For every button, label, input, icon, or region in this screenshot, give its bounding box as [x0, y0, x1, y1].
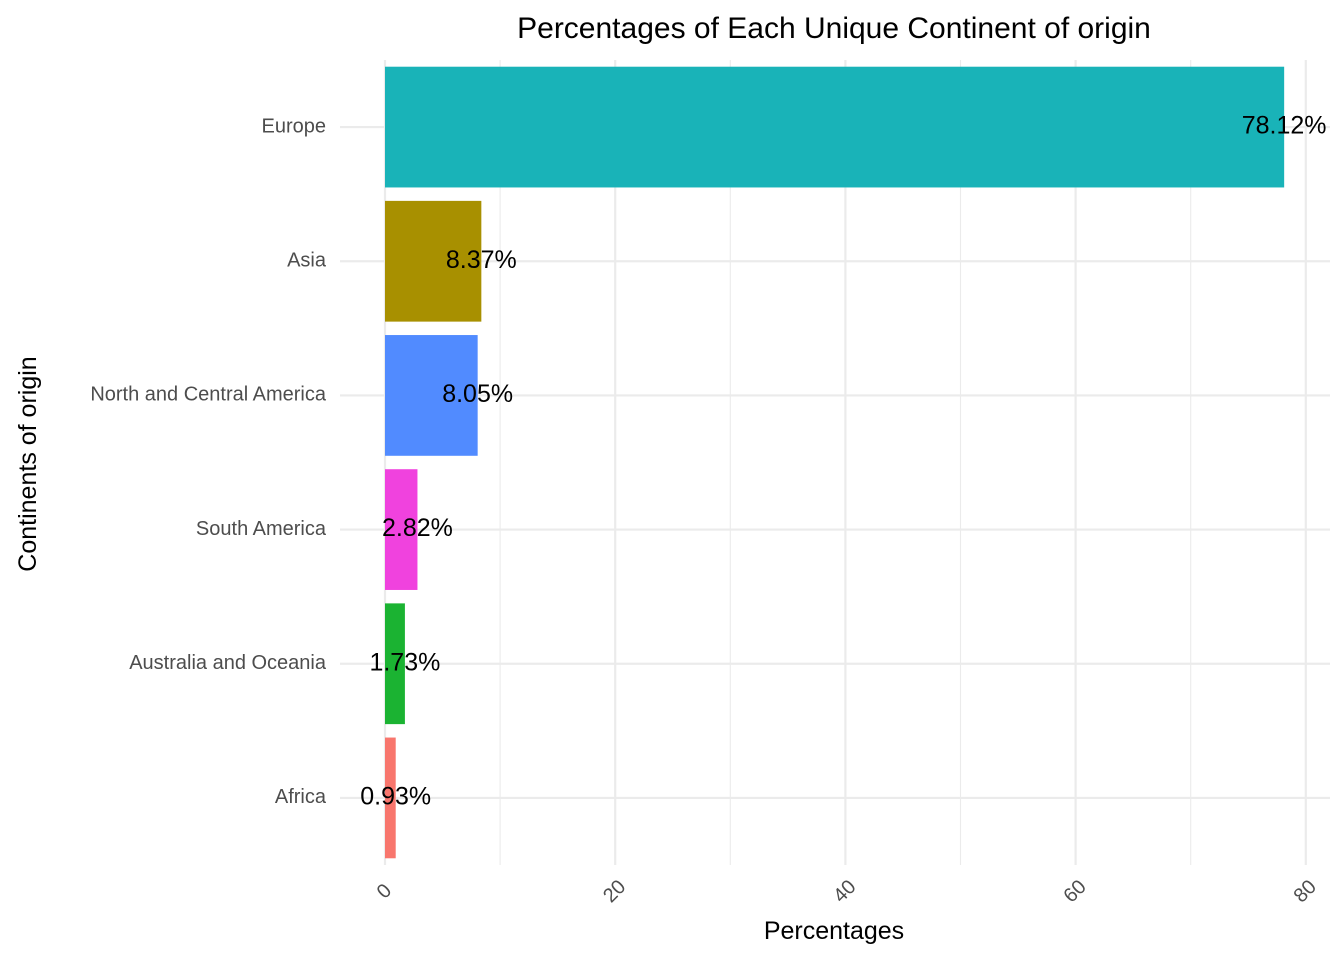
x-tick-label: 20 [599, 876, 630, 907]
x-tick-label: 80 [1290, 876, 1321, 907]
bar [385, 603, 405, 725]
data-label: 0.93% [360, 783, 431, 811]
y-tick-label: North and Central America [90, 384, 327, 406]
y-tick-label: Australia and Oceania [129, 652, 327, 674]
bar [385, 200, 482, 322]
x-tick-label: 60 [1059, 876, 1090, 907]
data-label: 1.73% [369, 648, 440, 676]
data-label: 2.82% [382, 514, 453, 542]
grid [340, 60, 1330, 865]
bar [385, 66, 1285, 188]
y-axis-title: Continents of origin [14, 356, 42, 571]
y-tick-label: Europe [262, 115, 327, 137]
x-tick-label: 40 [829, 876, 860, 907]
data-label: 78.12% [1242, 112, 1327, 140]
y-tick-label: Africa [275, 786, 327, 808]
data-label: 8.37% [446, 246, 517, 274]
y-axis-ticks: Africa Australia and Oceania South America… [90, 115, 327, 808]
bars [385, 66, 1285, 859]
x-tick-label: 0 [373, 880, 396, 903]
x-axis-ticks: 0 20 40 60 80 [373, 876, 1321, 907]
data-labels: 0.93% 1.73% 2.82% 8.05% 8.37% 78.12% [360, 112, 1326, 811]
chart-title: Percentages of Each Unique Continent of … [517, 12, 1151, 45]
y-tick-label: South America [196, 518, 327, 540]
bar [385, 469, 418, 590]
bar [385, 335, 478, 456]
bar [385, 737, 396, 859]
x-axis-title: Percentages [764, 917, 904, 945]
y-tick-label: Asia [287, 250, 327, 272]
data-label: 8.05% [442, 380, 513, 408]
